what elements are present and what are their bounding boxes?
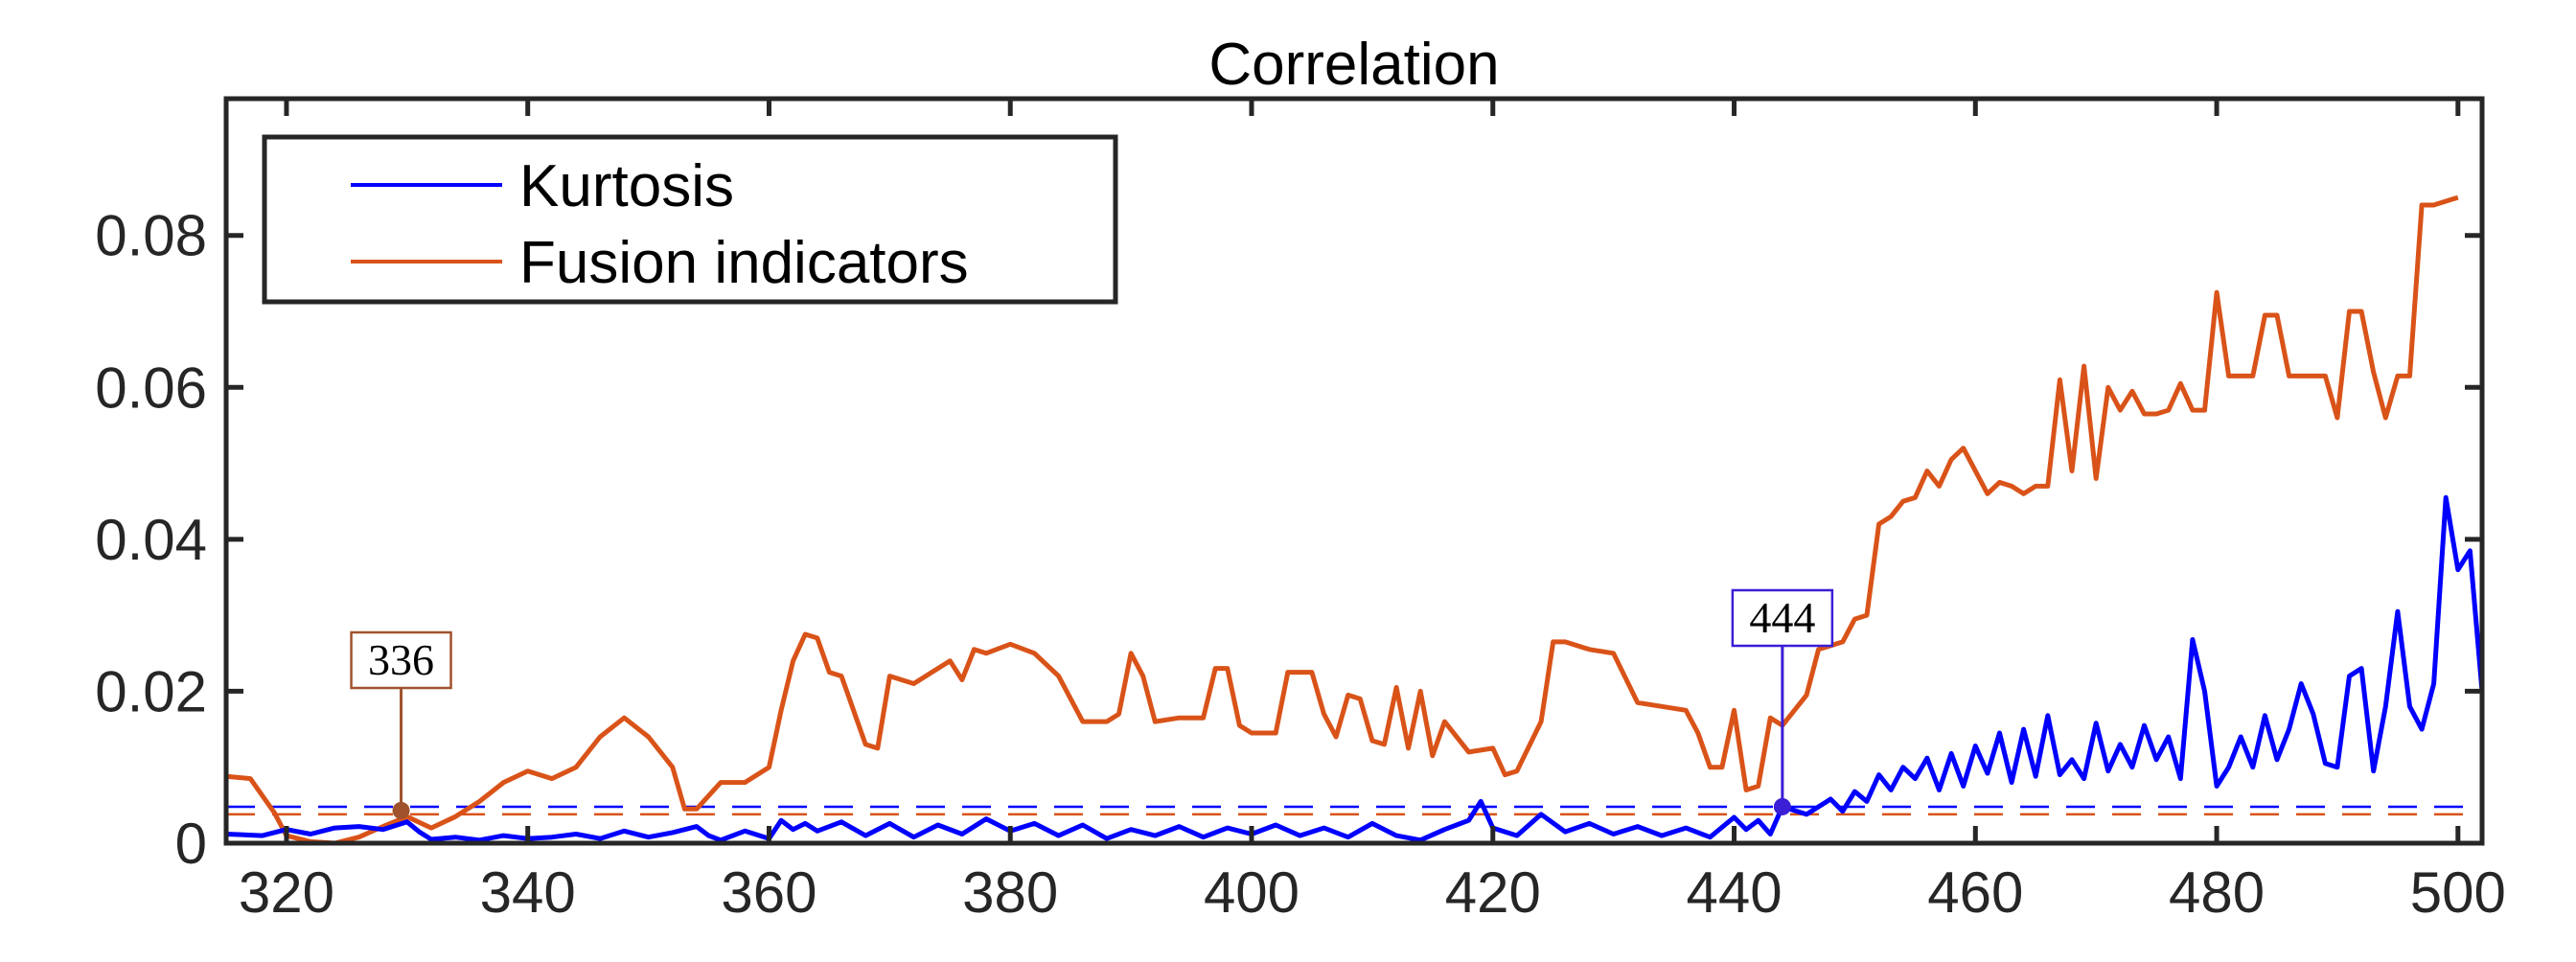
legend-label-kurtosis: Kurtosis [519,153,734,219]
legend: Kurtosis Fusion indicators [262,134,1118,305]
x-tick-label: 500 [2410,860,2506,925]
data-tip-label: 336 [368,635,434,684]
legend-box [262,134,1118,305]
series-line-fusion-indicators [225,195,2459,846]
x-tick-label: 400 [1204,860,1300,925]
x-tick-label: 340 [480,860,576,925]
series-line-kurtosis [225,494,2485,843]
data-tip-444: 444 [1731,588,1834,815]
data-tip-box [1731,588,1834,648]
data-tip-box [350,630,452,690]
x-tick-label: 480 [2169,860,2265,925]
y-tick-label: 0.02 [95,659,207,723]
x-tick-label: 360 [721,860,816,925]
legend-label-fusion-indicators: Fusion indicators [519,230,969,296]
y-tick-label: 0.06 [95,355,207,420]
chart-title: Correlation [1208,32,1499,98]
plot-frame [223,96,2485,846]
data-tip-336: 336 [350,630,452,819]
x-tick-label: 440 [1686,860,1782,925]
x-tick-label: 420 [1445,860,1541,925]
y-tick-label: 0.04 [95,508,207,572]
y-tick-label: 0.08 [95,204,207,268]
data-tip-marker [392,801,410,819]
data-tip-marker [1773,797,1791,815]
x-tick-label: 380 [962,860,1058,925]
x-tick-label: 460 [1927,860,2023,925]
x-tick-label: 320 [239,860,334,925]
data-tip-label: 444 [1749,593,1815,642]
y-tick-label: 0 [175,812,207,876]
